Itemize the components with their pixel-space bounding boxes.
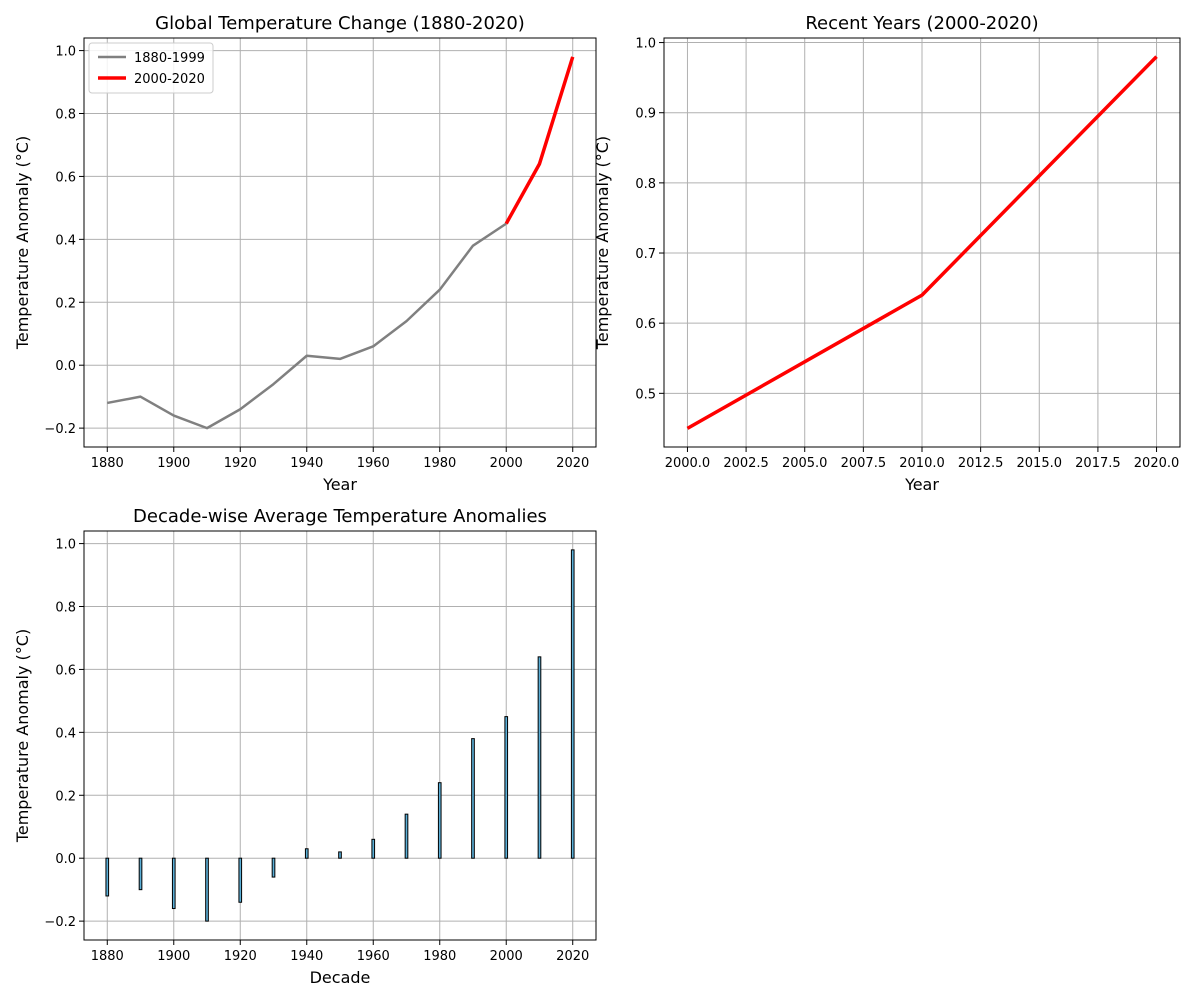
x-tick-label: 2002.5 <box>723 456 769 471</box>
x-tick-label: 1880 <box>91 456 124 471</box>
x-tick-label: 2000.0 <box>665 456 711 471</box>
legend-label: 2000-2020 <box>134 72 205 87</box>
y-axis-label: Temperature Anomaly (°C) <box>593 136 612 350</box>
y-tick-label: 0.0 <box>55 359 76 374</box>
bar-1950 <box>338 851 342 859</box>
x-tick-label: 2005.0 <box>782 456 828 471</box>
x-axis-label: Year <box>322 475 357 494</box>
y-tick-label: 1.0 <box>635 37 656 52</box>
bar-1890 <box>138 857 143 891</box>
bar-1980 <box>437 782 442 859</box>
y-tick-label: 1.0 <box>55 45 76 60</box>
y-tick-label: 0.2 <box>55 296 76 311</box>
chart-title: Decade-wise Average Temperature Anomalie… <box>133 506 547 527</box>
chart-title: Global Temperature Change (1880-2020) <box>155 13 525 34</box>
chart-title: Recent Years (2000-2020) <box>805 13 1038 34</box>
bar-1900 <box>171 857 176 910</box>
x-tick-label: 2000 <box>490 949 523 964</box>
bar-1920 <box>238 857 243 903</box>
bar-1930 <box>271 857 276 878</box>
legend: 1880-1999 2000-2020 <box>88 42 214 94</box>
y-tick-label: 0.2 <box>55 789 76 804</box>
legend-box <box>88 42 214 94</box>
x-tick-label: 1940 <box>290 949 323 964</box>
bar-1940 <box>304 848 309 859</box>
x-tick-label: 1980 <box>423 456 456 471</box>
x-tick-label: 2010.0 <box>899 456 945 471</box>
bar-2000 <box>504 716 509 859</box>
series-line-2000-2020 <box>504 56 575 225</box>
y-tick-label: 0.4 <box>55 233 76 248</box>
y-tick-label: 0.8 <box>55 601 76 616</box>
x-tick-label: 1900 <box>157 949 190 964</box>
x-tick-label: 1960 <box>357 949 390 964</box>
y-tick-label: −0.2 <box>44 422 76 437</box>
y-tick-label: 0.6 <box>55 663 76 678</box>
y-tick-label: 0.0 <box>55 852 76 867</box>
y-tick-label: 1.0 <box>55 538 76 553</box>
x-tick-label: 2000 <box>490 456 523 471</box>
x-tick-label: 2017.5 <box>1075 456 1121 471</box>
x-tick-label: 1980 <box>423 949 456 964</box>
bar-1970 <box>404 813 409 859</box>
x-tick-label: 1920 <box>224 456 257 471</box>
axes-frame <box>83 37 597 448</box>
axes-frame <box>83 530 597 941</box>
y-tick-label: 0.5 <box>635 387 656 402</box>
x-axis-label: Decade <box>310 968 371 987</box>
x-tick-label: 2015.0 <box>1017 456 1063 471</box>
bar-1880 <box>105 857 110 897</box>
y-axis-label: Temperature Anomaly (°C) <box>13 629 32 843</box>
panel-global-temperature: 1880 1900 1920 1940 1960 1980 2000 2020 −0.2 0.0 0… <box>13 13 597 494</box>
y-tick-label: 0.6 <box>55 170 76 185</box>
y-tick-label: 0.8 <box>635 177 656 192</box>
x-tick-label: 1920 <box>224 949 257 964</box>
y-tick-label: 0.6 <box>635 317 656 332</box>
y-tick-label: 0.9 <box>635 107 656 122</box>
y-axis-label: Temperature Anomaly (°C) <box>13 136 32 350</box>
x-tick-label: 2007.5 <box>841 456 887 471</box>
bar-1910 <box>205 857 209 922</box>
x-axis-label: Year <box>904 475 939 494</box>
panel-recent-years: 2000.0 2002.5 2005.0 2007.5 2010.0 2012.5 2015… <box>593 13 1181 494</box>
x-tick-label: 2020 <box>556 949 589 964</box>
bar-2010 <box>537 656 542 859</box>
panel-decade-averages: 1880 1900 1920 1940 1960 1980 2000 2020 −0.2 0.0 0… <box>13 506 597 987</box>
bar-1960 <box>371 838 376 859</box>
x-tick-label: 2020 <box>556 456 589 471</box>
series-line-series-0 <box>686 55 1158 430</box>
x-tick-label: 2020.0 <box>1134 456 1180 471</box>
bar-2020 <box>570 549 575 859</box>
x-tick-label: 1960 <box>357 456 390 471</box>
x-tick-label: 1940 <box>290 456 323 471</box>
legend-label: 1880-1999 <box>134 51 205 66</box>
y-tick-label: −0.2 <box>44 915 76 930</box>
x-tick-label: 1900 <box>157 456 190 471</box>
x-tick-label: 1880 <box>91 949 124 964</box>
series-line-1880-1999 <box>107 222 507 430</box>
y-tick-label: 0.8 <box>55 108 76 123</box>
x-tick-label: 2012.5 <box>958 456 1004 471</box>
y-tick-label: 0.7 <box>635 247 656 262</box>
bar-1990 <box>471 738 475 859</box>
y-tick-label: 0.4 <box>55 726 76 741</box>
